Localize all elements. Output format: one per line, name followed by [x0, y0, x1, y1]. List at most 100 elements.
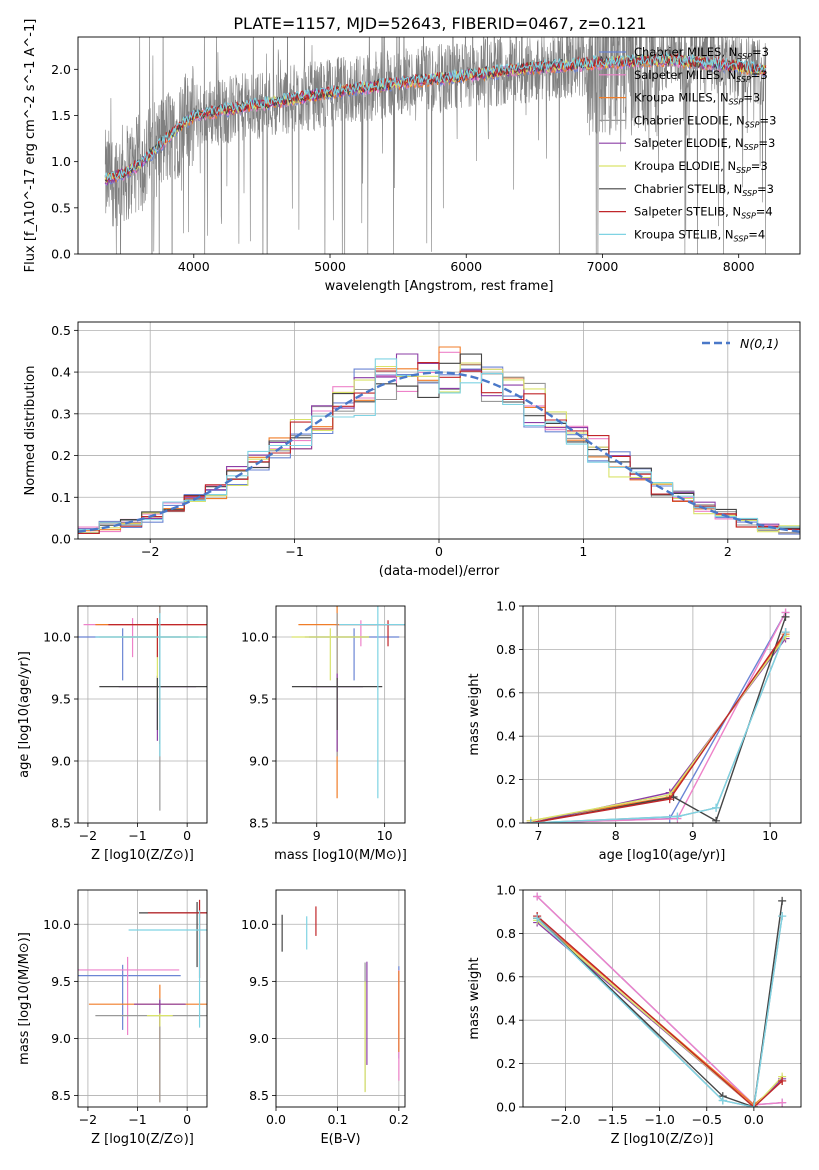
- panel-residuals: −2 −1 0 1 2 0.0 0.1 0.2 0.3 0.4 0.5 (data-model)/er…: [23, 321, 801, 579]
- x-tick-label: 10: [762, 828, 778, 843]
- legend-entry: Salpeter STELIB, NSSP=4: [634, 205, 773, 221]
- x-tick-label: 9: [689, 828, 697, 843]
- y-axis-label: mass weight: [467, 957, 482, 1039]
- plot-area: [526, 608, 790, 823]
- x-tick-label: 0.2: [389, 1112, 409, 1127]
- y-tick-label: 8.5: [249, 1088, 269, 1103]
- x-tick-label: 8000: [723, 259, 755, 274]
- y-tick-label: 0.6: [496, 685, 516, 700]
- y-axis-label: mass [log10(M/M⊙)]: [17, 932, 32, 1065]
- y-tick-label: 9.0: [249, 1031, 269, 1046]
- x-tick-label: 9: [313, 828, 321, 843]
- y-tick-label: 0.0: [496, 816, 516, 831]
- y-tick-label: 0.4: [51, 365, 71, 380]
- x-axis-label: Z [log10(Z/Z⊙)]: [91, 1132, 194, 1147]
- x-tick-label: −1: [128, 1112, 146, 1127]
- y-tick-label: 0.5: [51, 200, 71, 215]
- mass-weight-marker: [781, 628, 790, 637]
- panel-mass_weight_vs_Z: −2.0 −1.5 −1.0 −0.5 0.0 0.0 0.2 0.4 0.6 0.8 1.0 Z […: [467, 883, 802, 1147]
- x-tick-label: 8: [612, 828, 620, 843]
- mass-weight-line: [536, 915, 783, 1107]
- y-tick-label: 0.6: [496, 969, 516, 984]
- plot-area: [533, 892, 787, 1107]
- plot-area: [291, 606, 405, 799]
- x-tick-label: −1.5: [597, 1112, 627, 1127]
- y-tick-label: 0.2: [496, 1056, 516, 1071]
- y-axis-label: Normed distribution: [23, 366, 38, 496]
- y-tick-label: 9.0: [51, 754, 71, 769]
- y-axis-label: mass weight: [467, 673, 482, 755]
- gaussian-curve: [78, 371, 800, 533]
- y-tick-label: 0.0: [51, 532, 71, 547]
- panel-spectrum: 4000 5000 6000 7000 8000 0.0 0.5 1.0 1.5 2.0 wavel…: [23, 19, 801, 294]
- x-axis-label: (data-model)/error: [379, 564, 500, 579]
- legend-entry: Chabrier MILES, NSSP=3: [634, 45, 769, 61]
- y-tick-label: 0.1: [51, 490, 71, 505]
- y-tick-label: 1.0: [51, 154, 71, 169]
- mass-weight-marker: [718, 1096, 727, 1105]
- mass-weight-marker: [533, 892, 542, 901]
- x-tick-label: −0.5: [692, 1112, 722, 1127]
- legend-entry: N(0,1): [740, 336, 779, 351]
- axes-frame: [522, 605, 802, 824]
- x-tick-label: 0: [183, 1112, 191, 1127]
- mass-weight-marker: [665, 795, 674, 804]
- y-tick-label: 0.2: [496, 772, 516, 787]
- x-tick-label: −2: [141, 544, 159, 559]
- x-tick-label: −1.0: [644, 1112, 674, 1127]
- y-tick-label: 1.5: [51, 108, 71, 123]
- legend-entry: Kroupa MILES, NSSP=3: [634, 91, 760, 107]
- y-tick-label: 0.2: [51, 448, 71, 463]
- x-tick-label: −2.0: [550, 1112, 580, 1127]
- panel-mass_vs_Z: −2 −1 0 8.5 9.0 9.5 10.0 Z [log10(Z/Z⊙)] mass [l…: [17, 889, 208, 1147]
- axes-frame: [77, 889, 208, 1108]
- mass-weight-line: [530, 631, 787, 823]
- y-tick-label: 9.5: [249, 692, 269, 707]
- figure-title: PLATE=1157, MJD=52643, FIBERID=0467, z=0…: [233, 14, 646, 33]
- y-tick-label: 9.5: [249, 974, 269, 989]
- x-tick-label: 10: [377, 828, 393, 843]
- panel-age_vs_Z: −2 −1 0 8.5 9.0 9.5 10.0 Z [log10(Z/Z⊙)] age [lo…: [17, 605, 208, 863]
- y-tick-label: 0.5: [51, 323, 71, 338]
- x-tick-label: 6000: [450, 259, 482, 274]
- x-tick-label: 7000: [587, 259, 619, 274]
- x-tick-label: 2: [724, 544, 732, 559]
- axes-frame: [77, 36, 801, 255]
- model-spectrum-line: [104, 51, 767, 181]
- y-tick-label: 0.4: [496, 1013, 516, 1028]
- y-tick-label: 0.0: [51, 247, 71, 262]
- mass-weight-marker: [778, 1098, 787, 1107]
- plot-area: [78, 346, 800, 535]
- x-tick-label: −2: [79, 828, 97, 843]
- mass-weight-marker: [778, 896, 787, 905]
- x-axis-label: age [log10(age/yr)]: [599, 848, 726, 863]
- y-tick-label: 2.0: [51, 62, 71, 77]
- plot-area: [281, 906, 400, 1093]
- x-tick-label: 7: [534, 828, 542, 843]
- mass-weight-marker: [778, 1076, 787, 1085]
- y-tick-label: 0.4: [496, 729, 516, 744]
- legend-entry: Salpeter MILES, NSSP=3: [634, 68, 768, 84]
- axes-frame: [275, 889, 406, 1108]
- y-tick-label: 8.5: [51, 816, 71, 831]
- y-tick-label: 9.0: [249, 754, 269, 769]
- y-tick-label: 10.0: [241, 917, 269, 932]
- y-tick-label: 0.0: [496, 1100, 516, 1115]
- mass-weight-marker: [749, 1103, 758, 1107]
- legend-entry: Kroupa STELIB, NSSP=4: [634, 227, 765, 243]
- y-tick-label: 0.8: [496, 642, 516, 657]
- y-tick-label: 10.0: [43, 917, 71, 932]
- x-tick-label: 5000: [314, 259, 346, 274]
- mass-weight-marker: [781, 612, 790, 621]
- plot-area: [78, 899, 207, 1103]
- x-tick-label: 0: [435, 544, 443, 559]
- y-tick-label: 1.0: [496, 883, 516, 898]
- y-tick-label: 1.0: [496, 599, 516, 614]
- y-tick-label: 0.8: [496, 926, 516, 941]
- legend-entry: Chabrier STELIB, NSSP=3: [634, 182, 774, 198]
- y-tick-label: 9.5: [51, 974, 71, 989]
- axes-frame: [522, 889, 802, 1108]
- axes-frame: [275, 605, 406, 824]
- y-tick-label: 10.0: [241, 630, 269, 645]
- panel-mass_vs_ebv: 0.0 0.1 0.2 8.5 9.0 9.5 10.0 E(B-V): [241, 889, 409, 1147]
